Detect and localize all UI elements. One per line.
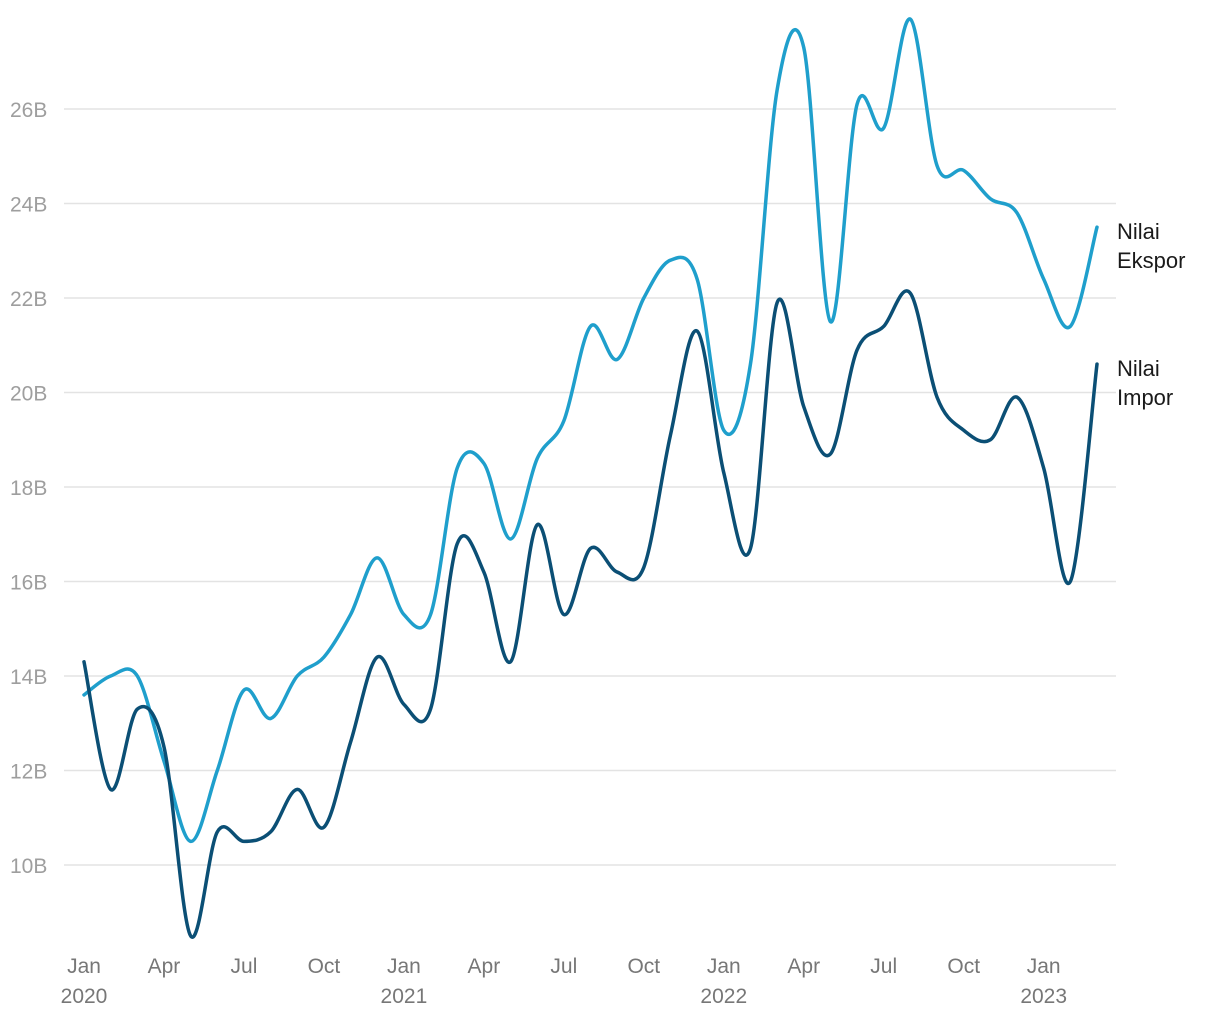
x-tick-year-label: 2020 [61,985,108,1008]
x-tick-label: Jul [550,955,577,978]
y-tick-label: 20B [10,383,47,406]
x-tick-label: Jan [387,955,421,978]
series-label-nilai-ekspor: Nilai [1117,219,1160,244]
x-tick-year-label: 2021 [381,985,428,1008]
x-tick-label: Jan [707,955,741,978]
x-tick-label: Jul [870,955,897,978]
series-line-nilai-ekspor [82,17,1099,844]
x-tick-label: Apr [468,955,501,978]
y-tick-label: 26B [10,99,47,122]
x-tick-label: Oct [947,955,980,978]
x-tick-label: Jan [67,955,101,978]
series-line-nilai-impor [82,289,1099,939]
series-label-nilai-impor: Impor [1117,385,1173,410]
x-tick-label: Oct [627,955,660,978]
x-tick-year-label: 2023 [1020,985,1067,1008]
y-tick-label: 18B [10,477,47,500]
x-tick-label: Apr [148,955,181,978]
series-label-nilai-ekspor: Ekspor [1117,248,1185,273]
y-tick-label: 22B [10,288,47,311]
y-tick-label: 12B [10,761,47,784]
x-tick-label: Jul [231,955,258,978]
x-tick-year-label: 2022 [700,985,747,1008]
x-tick-label: Apr [787,955,820,978]
series-layer [82,17,1099,939]
y-tick-label: 16B [10,572,47,595]
y-tick-label: 14B [10,666,47,689]
y-axis-ticks: 10B 12B 14B 16B 18B 20B 22B 24B 26B [10,99,47,878]
series-labels: Nilai Ekspor Nilai Impor [1117,219,1185,410]
grid-layer [64,108,1116,866]
y-tick-label: 10B [10,855,47,878]
x-tick-label: Oct [308,955,341,978]
x-tick-label: Jan [1027,955,1061,978]
series-label-nilai-impor: Nilai [1117,356,1160,381]
x-axis-ticks: Jan 2020 Apr Jul Oct Jan 2021 Apr Jul Oct Jan 2022 A… [61,955,1067,1008]
y-tick-label: 24B [10,194,47,217]
